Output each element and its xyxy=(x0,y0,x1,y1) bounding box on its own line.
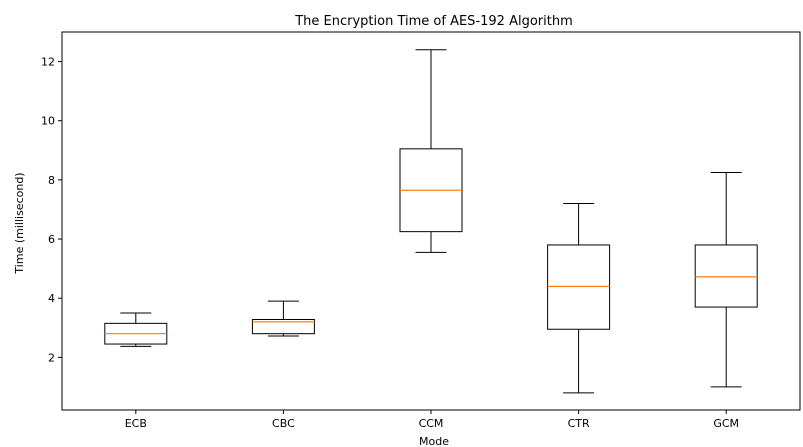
y-axis-label: Time (millisecond) xyxy=(13,172,26,274)
box-cbc xyxy=(251,318,315,335)
y-tick-label: 4 xyxy=(48,292,55,305)
chart-title: The Encryption Time of AES-192 Algorithm xyxy=(294,14,573,29)
y-tick-label: 8 xyxy=(48,174,55,187)
x-tick-label: CTR xyxy=(568,417,590,430)
y-tick-label: 12 xyxy=(41,56,55,69)
box-gcm xyxy=(694,244,758,308)
y-tick-label: 2 xyxy=(48,351,55,364)
y-tick-label: 10 xyxy=(41,115,55,128)
x-axis-label: Mode xyxy=(419,435,449,447)
box-ctr xyxy=(547,244,611,330)
x-tick-label: ECB xyxy=(125,417,147,430)
x-tick-label: GCM xyxy=(713,417,739,430)
y-tick-label: 6 xyxy=(48,233,55,246)
x-tick-label: CCM xyxy=(419,417,444,430)
x-tick-label: CBC xyxy=(272,417,295,430)
